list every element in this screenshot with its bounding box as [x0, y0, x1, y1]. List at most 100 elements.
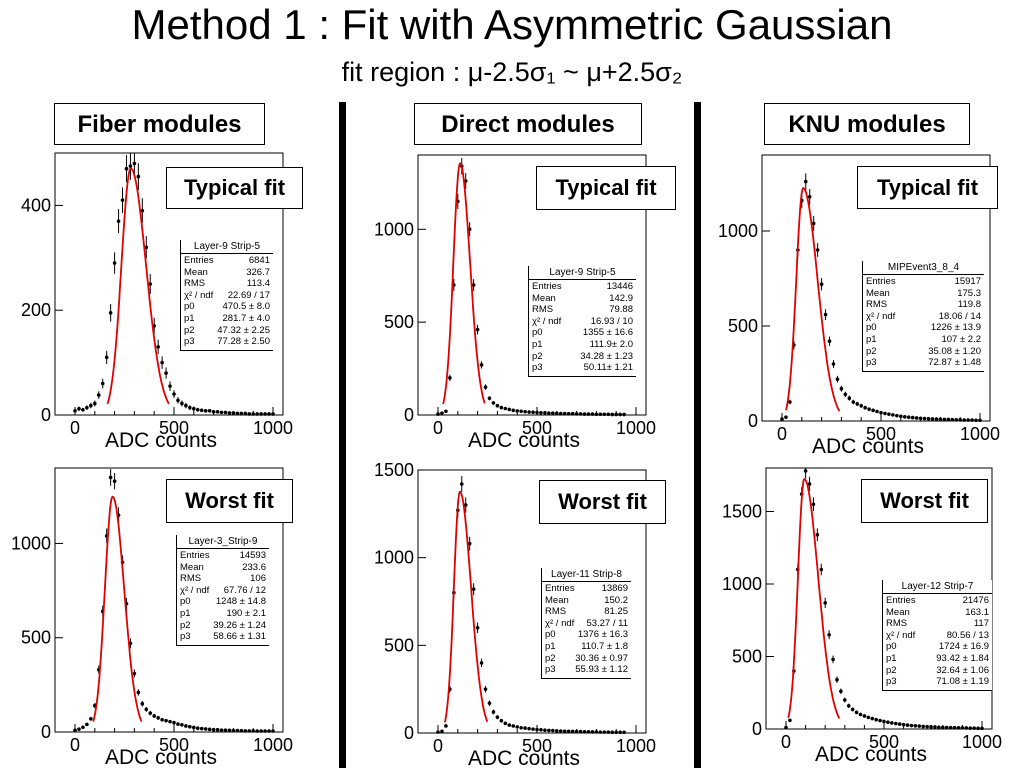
stats-key: p0 — [545, 629, 556, 641]
data-point — [235, 411, 240, 416]
data-point — [851, 400, 856, 404]
data-point — [855, 402, 860, 406]
data-point — [251, 412, 255, 416]
stats-value: 1376 ± 16.3 — [577, 629, 628, 641]
stats-value: 1226 ± 13.9 — [930, 322, 981, 334]
data-point — [459, 482, 464, 486]
fit-label-fiber-worst: Worst fit — [166, 479, 293, 523]
y-tick-label: 0 — [752, 719, 762, 739]
data-point — [622, 412, 626, 417]
data-point — [116, 219, 121, 223]
data-point — [85, 722, 89, 727]
data-point — [519, 409, 523, 414]
data-point — [267, 412, 271, 416]
stats-value: 150.2 — [604, 594, 628, 606]
x-tick-label: 0 — [433, 418, 443, 438]
data-point — [112, 479, 117, 484]
data-point — [803, 469, 808, 473]
data-point — [897, 722, 902, 726]
data-point — [839, 386, 844, 391]
data-point — [905, 723, 910, 727]
stats-key: p3 — [866, 357, 877, 369]
fit-curve — [92, 495, 143, 722]
stats-row: χ² / ndf 53.27 / 11 — [545, 618, 628, 630]
stats-row: RMS 117 — [886, 618, 989, 630]
y-tick-label: 200 — [21, 300, 51, 320]
data-point — [259, 412, 263, 416]
data-point — [862, 714, 867, 718]
x-axis-title: ADC counts — [812, 435, 924, 458]
data-point — [933, 725, 937, 729]
data-point — [136, 690, 141, 695]
y-tick-label: 1500 — [374, 460, 414, 480]
x-tick-label: 500 — [869, 732, 899, 752]
data-point — [847, 396, 852, 401]
data-point — [850, 707, 855, 712]
data-point — [930, 417, 935, 421]
data-point — [788, 400, 792, 404]
data-point — [594, 730, 599, 734]
data-point — [243, 729, 248, 733]
stats-value: 79.88 — [609, 304, 633, 316]
stats-value: 30.36 ± 0.97 — [575, 652, 628, 664]
y-tick-label: 0 — [404, 723, 414, 743]
data-point — [558, 729, 563, 733]
data-point — [192, 725, 196, 730]
stats-value: 16.93 / 10 — [590, 315, 633, 327]
stats-value: 93.42 ± 1.84 — [936, 652, 989, 664]
stats-row: Entries 14593 — [180, 550, 266, 562]
fit-label-knu-worst: Worst fit — [861, 479, 988, 523]
stats-row: Mean 163.1 — [886, 607, 989, 619]
data-point — [519, 725, 523, 730]
stats-key: p1 — [866, 333, 877, 345]
data-point — [77, 406, 81, 411]
data-point — [566, 411, 571, 416]
stats-value: 81.25 — [604, 606, 628, 618]
data-point — [487, 701, 492, 705]
stats-value: 35.08 ± 1.20 — [928, 345, 981, 357]
stats-title: MIPEvent3_8_4 — [863, 261, 984, 275]
stats-row: RMS 79.88 — [532, 304, 633, 316]
stats-row: p1 281.7 ± 4.0 — [184, 313, 270, 325]
y-tick-label: 1000 — [374, 219, 414, 239]
column-header-direct: Direct modules — [414, 103, 642, 145]
data-point — [551, 411, 555, 415]
stats-value: 47.32 ± 2.25 — [217, 324, 270, 336]
data-point — [980, 726, 984, 731]
stats-value: 53.27 / 11 — [586, 617, 628, 629]
stats-value: 326.7 — [246, 266, 270, 278]
data-point — [85, 405, 89, 410]
stats-box-knu-worst: Layer-12 Strip-7 Entries 21476 Mean 163.1 RMS… — [882, 580, 992, 691]
stats-row: p2 35.08 ± 1.20 — [866, 346, 981, 358]
data-point — [195, 726, 200, 731]
data-point — [964, 726, 969, 730]
plot-frame — [417, 154, 647, 416]
data-point — [831, 657, 835, 662]
stats-row: p0 470.5 ± 8.0 — [184, 301, 270, 313]
data-point — [819, 567, 824, 572]
stats-key: Mean — [532, 292, 556, 304]
stats-value: 15917 — [954, 276, 981, 287]
data-point — [199, 726, 204, 731]
stats-value: 6841 — [248, 255, 270, 266]
column-divider-right — [694, 102, 701, 768]
column-divider-left — [339, 102, 346, 768]
data-point — [594, 412, 599, 417]
chart-direct-typical: 0 500 1000 0 500 1000 ADC counts — [374, 154, 656, 452]
stats-key: Entries — [532, 281, 562, 292]
data-point — [886, 720, 890, 724]
stats-row: p2 34.28 ± 1.23 — [532, 351, 633, 363]
stats-value: 77.28 ± 2.50 — [217, 336, 270, 348]
data-point — [192, 406, 196, 411]
y-tick-label: 500 — [728, 316, 758, 336]
data-point — [622, 730, 626, 735]
data-point — [578, 412, 583, 416]
data-point — [535, 727, 539, 732]
data-point — [562, 729, 567, 734]
data-point — [263, 729, 267, 733]
data-point — [784, 725, 788, 730]
stats-key: p0 — [866, 322, 877, 334]
stats-key: p0 — [180, 596, 191, 608]
stats-row: p3 58.66 ± 1.31 — [180, 631, 266, 643]
